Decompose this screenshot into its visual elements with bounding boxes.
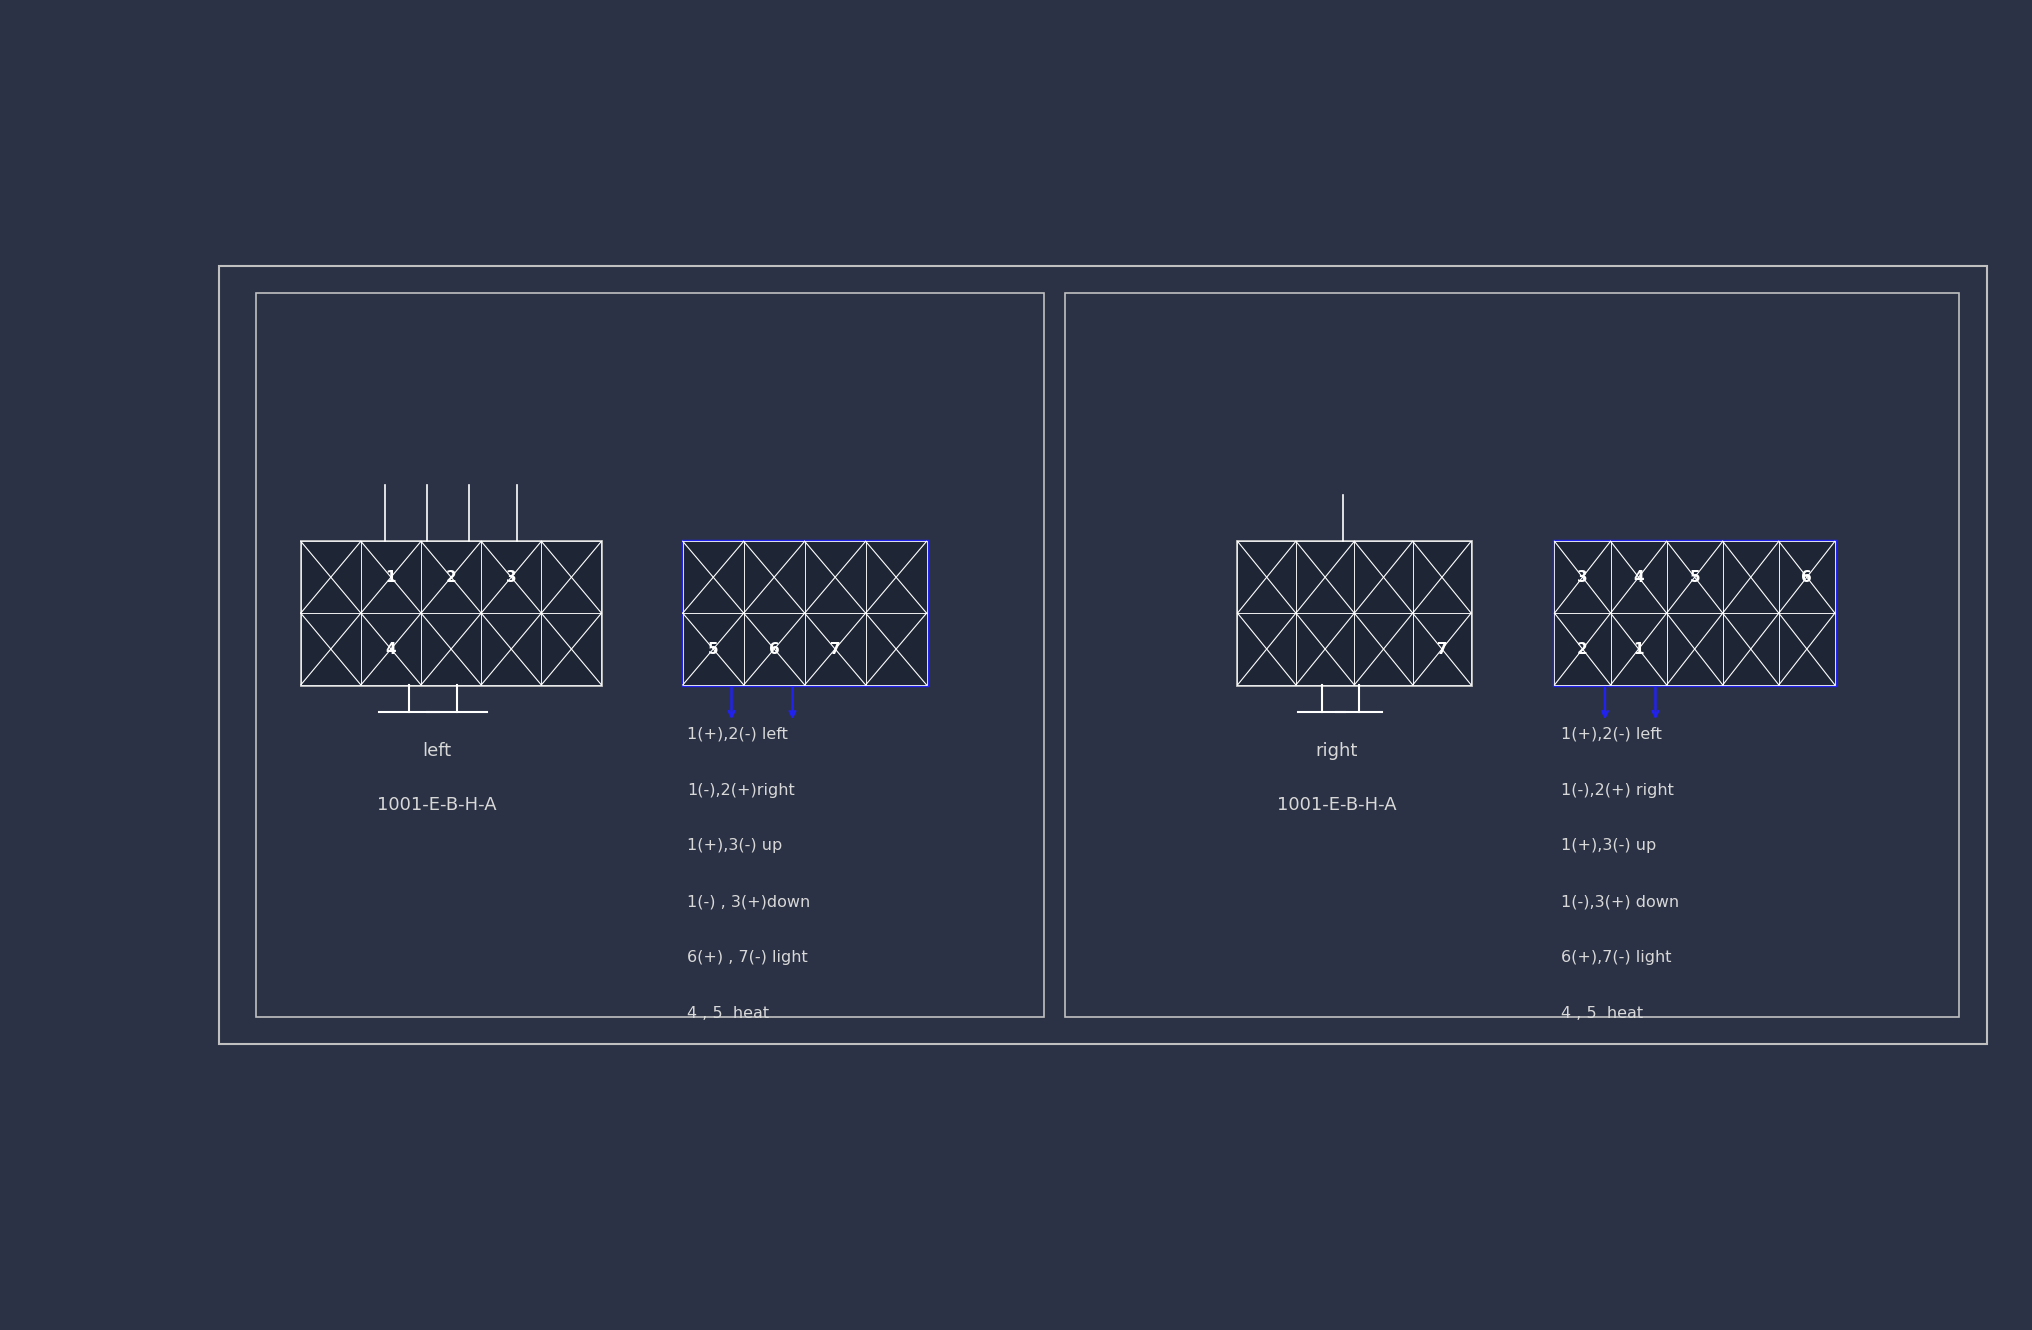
Bar [1723, 541, 1778, 613]
Text: right: right [1317, 742, 1357, 761]
Bar [1412, 541, 1471, 613]
Bar [866, 613, 927, 685]
Bar [1554, 613, 1611, 685]
Bar [1237, 541, 1296, 613]
Bar [1611, 613, 1666, 685]
Text: 1: 1 [386, 569, 396, 585]
Bar [1237, 613, 1296, 685]
Bar [1666, 613, 1723, 685]
Text: 1001-E-B-H-A: 1001-E-B-H-A [378, 795, 496, 814]
Bar [683, 541, 744, 613]
Bar [1296, 613, 1355, 685]
Bar [1296, 541, 1355, 613]
Bar [805, 613, 866, 685]
Bar [1723, 613, 1778, 685]
Bar [1353, 613, 1412, 685]
Text: 6(+) , 7(-) light: 6(+) , 7(-) light [687, 950, 807, 966]
Bar [744, 541, 805, 613]
Bar [482, 613, 541, 685]
Text: 1(-),3(+) down: 1(-),3(+) down [1561, 894, 1678, 910]
Text: 1(+),2(-) left: 1(+),2(-) left [1561, 726, 1662, 742]
Bar [301, 541, 601, 685]
Bar [744, 613, 805, 685]
Text: 6: 6 [768, 641, 780, 657]
Bar [541, 613, 601, 685]
Bar [1554, 541, 1611, 613]
Text: 3: 3 [1577, 569, 1587, 585]
Text: 6: 6 [1802, 569, 1813, 585]
Text: 1(-),2(+) right: 1(-),2(+) right [1561, 782, 1674, 798]
Bar [1778, 541, 1835, 613]
Bar [683, 613, 744, 685]
Bar [1611, 541, 1666, 613]
Text: 1(+),3(-) up: 1(+),3(-) up [1561, 838, 1656, 854]
Bar [421, 613, 482, 685]
Text: 7: 7 [1437, 641, 1447, 657]
Bar [256, 293, 1044, 1017]
Bar [541, 541, 601, 613]
Text: 4 , 5  heat: 4 , 5 heat [1561, 1005, 1642, 1021]
Text: 5: 5 [1689, 569, 1701, 585]
Bar [301, 613, 362, 685]
Text: 1(-),2(+)right: 1(-),2(+)right [687, 782, 795, 798]
Text: 6(+),7(-) light: 6(+),7(-) light [1561, 950, 1670, 966]
Bar [1554, 541, 1835, 685]
Bar [683, 541, 927, 685]
Bar [362, 613, 421, 685]
Text: 1: 1 [1634, 641, 1644, 657]
Text: 5: 5 [707, 641, 719, 657]
Bar [1065, 293, 1959, 1017]
Bar [866, 541, 927, 613]
Text: 4: 4 [1634, 569, 1644, 585]
Bar [219, 266, 1987, 1044]
Text: 7: 7 [829, 641, 841, 657]
Text: 3: 3 [506, 569, 516, 585]
Text: 1001-E-B-H-A: 1001-E-B-H-A [1278, 795, 1396, 814]
Text: 1(+),3(-) up: 1(+),3(-) up [687, 838, 782, 854]
Text: left: left [423, 742, 451, 761]
Bar [362, 541, 421, 613]
Text: 1(-) , 3(+)down: 1(-) , 3(+)down [687, 894, 811, 910]
Bar [805, 541, 866, 613]
Text: 2: 2 [1577, 641, 1587, 657]
Bar [1412, 613, 1471, 685]
Bar [1237, 541, 1471, 685]
Bar [1666, 541, 1723, 613]
Bar [482, 541, 541, 613]
Text: 2: 2 [445, 569, 457, 585]
Bar [421, 541, 482, 613]
Text: 4 , 5  heat: 4 , 5 heat [687, 1005, 768, 1021]
Text: 1(+),2(-) left: 1(+),2(-) left [687, 726, 788, 742]
Bar [301, 541, 362, 613]
Bar [1778, 613, 1835, 685]
Bar [1353, 541, 1412, 613]
Text: 4: 4 [386, 641, 396, 657]
